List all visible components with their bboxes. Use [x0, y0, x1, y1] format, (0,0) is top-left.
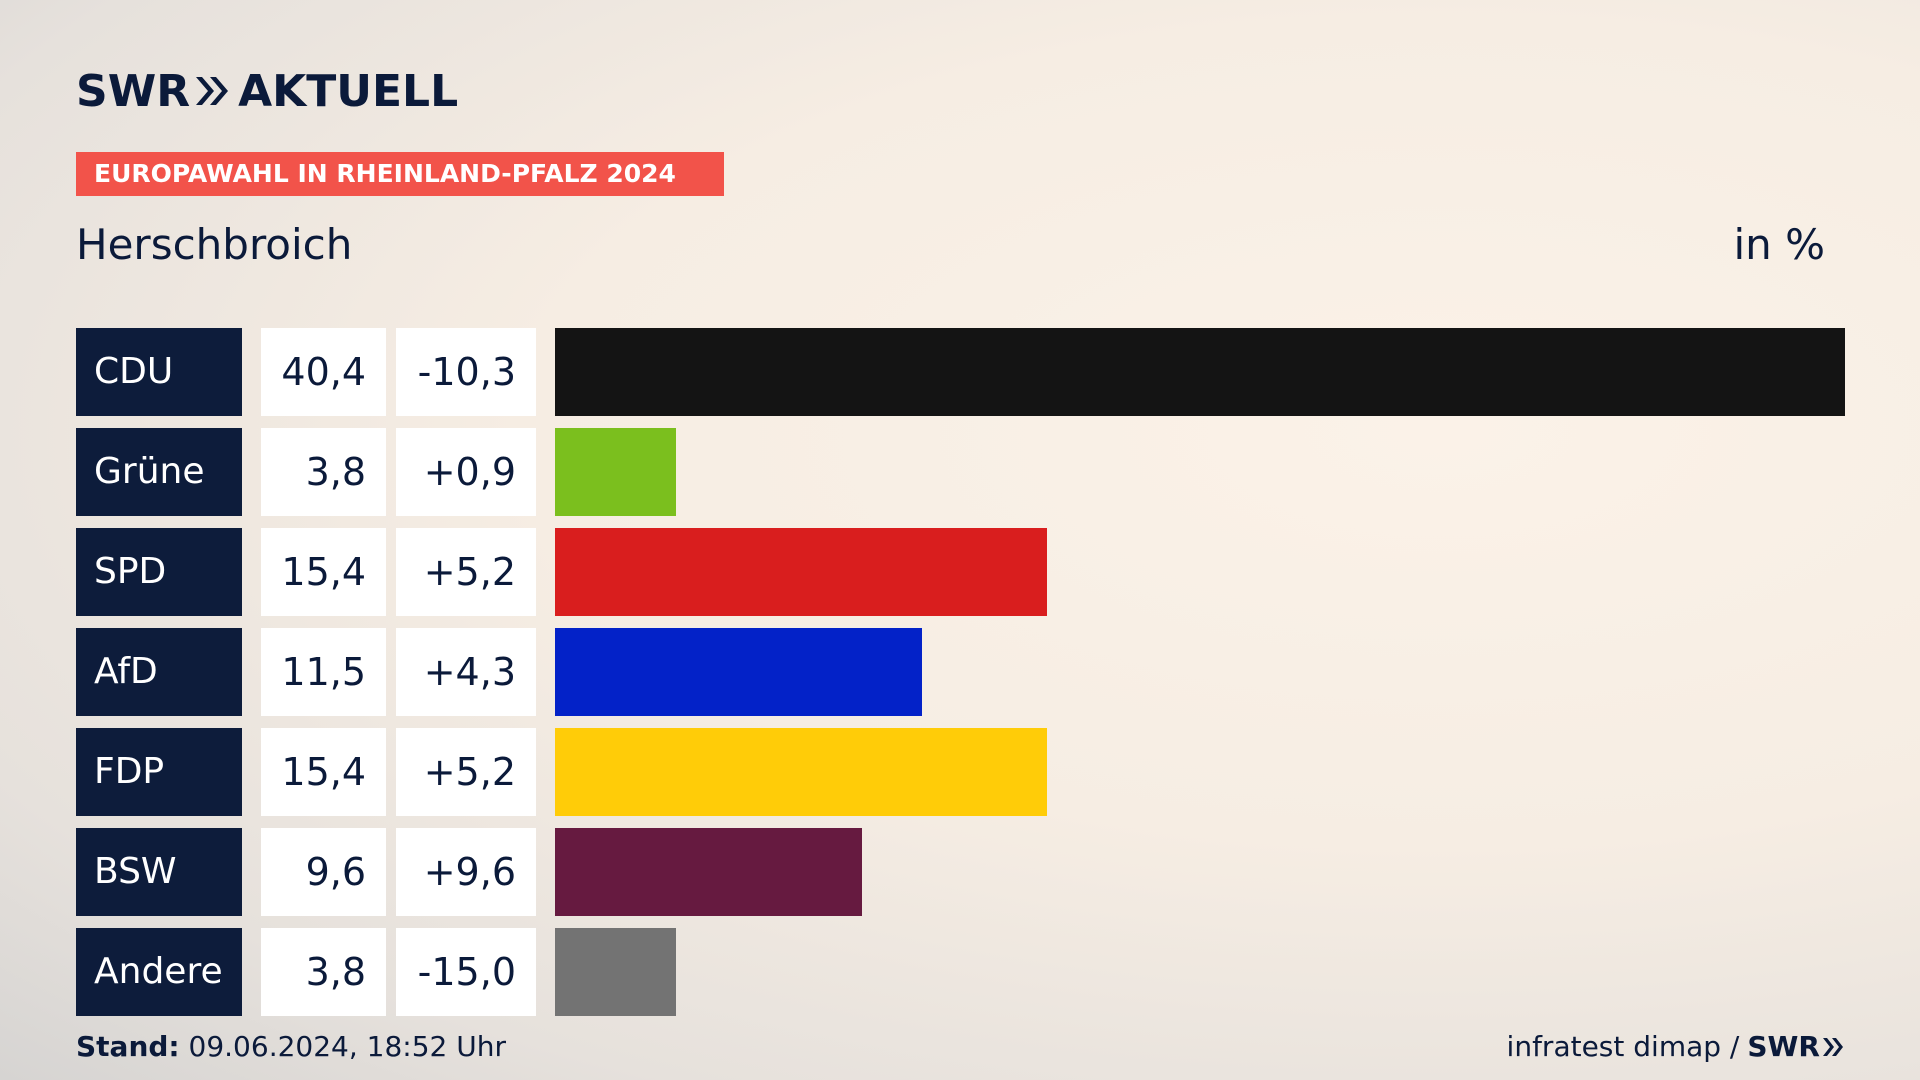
chart-subtitle: Herschbroich: [76, 220, 353, 269]
swr-small-text: SWR: [1747, 1030, 1820, 1063]
change-value: -10,3: [396, 328, 536, 416]
result-row: CDU 40,4 -10,3: [76, 328, 1846, 416]
election-badge: EUROPAWAHL IN RHEINLAND-PFALZ 2024: [76, 152, 724, 196]
vote-share-value: 3,8: [261, 428, 386, 516]
vote-share-bar: [555, 928, 676, 1016]
change-value: +9,6: [396, 828, 536, 916]
result-row: FDP 15,4 +5,2: [76, 728, 1846, 816]
swr-small-logo: SWR: [1747, 1030, 1844, 1063]
party-label: BSW: [76, 828, 242, 916]
result-row: Grüne 3,8 +0,9: [76, 428, 1846, 516]
vote-share-bar: [555, 328, 1845, 416]
source-text: infratest dimap /: [1506, 1030, 1740, 1063]
small-double-chevron-icon: [1823, 1037, 1843, 1056]
vote-share-value: 9,6: [261, 828, 386, 916]
vote-share-bar: [555, 728, 1047, 816]
change-value: -15,0: [396, 928, 536, 1016]
party-label: SPD: [76, 528, 242, 616]
party-label: Grüne: [76, 428, 242, 516]
change-value: +4,3: [396, 628, 536, 716]
party-label: CDU: [76, 328, 242, 416]
logo-aktuell-text: AKTUELL: [238, 65, 459, 117]
result-row: Andere 3,8 -15,0: [76, 928, 1846, 1016]
party-label: Andere: [76, 928, 242, 1016]
change-value: +5,2: [396, 728, 536, 816]
stand-label: Stand:: [76, 1030, 180, 1063]
logo-swr-text: SWR: [76, 65, 191, 117]
vote-share-bar: [555, 628, 922, 716]
timestamp: Stand: 09.06.2024, 18:52 Uhr: [76, 1030, 506, 1063]
unit-label: in %: [1733, 220, 1825, 269]
vote-share-value: 15,4: [261, 728, 386, 816]
result-row: AfD 11,5 +4,3: [76, 628, 1846, 716]
double-chevron-icon: [194, 75, 230, 107]
source-credit: infratest dimap / SWR: [1507, 1030, 1844, 1063]
vote-share-value: 15,4: [261, 528, 386, 616]
swr-aktuell-logo: SWR AKTUELL: [76, 65, 459, 117]
vote-share-value: 11,5: [261, 628, 386, 716]
vote-share-value: 3,8: [261, 928, 386, 1016]
stand-value: 09.06.2024, 18:52 Uhr: [188, 1030, 506, 1063]
party-label: AfD: [76, 628, 242, 716]
vote-share-bar: [555, 828, 862, 916]
change-value: +5,2: [396, 528, 536, 616]
vote-share-bar: [555, 428, 676, 516]
result-row: SPD 15,4 +5,2: [76, 528, 1846, 616]
party-label: FDP: [76, 728, 242, 816]
vote-share-bar: [555, 528, 1047, 616]
vote-share-value: 40,4: [261, 328, 386, 416]
result-row: BSW 9,6 +9,6: [76, 828, 1846, 916]
change-value: +0,9: [396, 428, 536, 516]
